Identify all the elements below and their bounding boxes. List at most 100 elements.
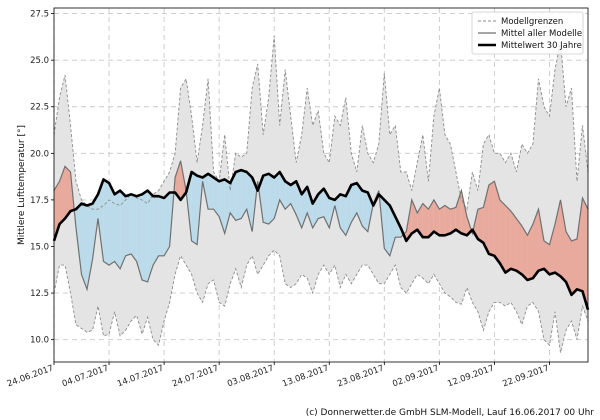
warm-anomaly-fill (582, 198, 588, 310)
y-tick-label: 20.0 (30, 149, 49, 159)
upper-model-bound-line (53, 35, 589, 211)
x-tick-label: 02.09.2017 (391, 363, 440, 389)
warm-anomaly-fill (433, 199, 440, 236)
cold-anomaly-fill (109, 183, 115, 266)
warm-anomaly-fill (175, 160, 181, 200)
warm-anomaly-fill (527, 224, 533, 281)
cold-anomaly-fill (246, 171, 253, 232)
x-tick-label: 23.08.2017 (336, 363, 385, 389)
cold-anomaly-fill (224, 179, 231, 234)
cold-anomaly-fill (131, 194, 137, 262)
cold-anomaly-fill (307, 186, 313, 228)
cold-anomaly-fill (285, 181, 291, 210)
warm-anomaly-fill (565, 231, 572, 295)
warm-anomaly-fill (576, 198, 583, 292)
x-tick-label: 03.08.2017 (226, 363, 275, 389)
warm-anomaly-fill (439, 205, 445, 236)
warm-anomaly-fill (543, 240, 550, 275)
warm-anomaly-fill (411, 199, 418, 234)
cold-anomaly-fill (136, 194, 143, 281)
cold-anomaly-fill (334, 194, 341, 228)
x-tick-label: 13.08.2017 (281, 363, 330, 389)
cold-anomaly-fill (142, 190, 148, 282)
cold-anomaly-fill (81, 203, 88, 290)
cold-anomaly-fill (241, 170, 247, 219)
warm-anomaly-fill (505, 205, 511, 273)
warm-anomaly-fill (422, 203, 429, 238)
cold-anomaly-fill (208, 173, 214, 210)
credit-text: (c) Donnerwetter.de GmbH SLM-Modell, Lau… (305, 408, 594, 418)
x-axis: 24.06.2017 04.07.2017 14.07.2017 24.07.2017… (6, 362, 550, 389)
cold-anomaly-fill (120, 190, 126, 269)
warm-anomaly-fill (417, 203, 423, 238)
cold-anomaly-fill (103, 179, 110, 266)
cold-anomaly-fill (384, 199, 390, 256)
y-tick-label: 25.0 (30, 56, 49, 66)
warm-anomaly-fill (450, 207, 456, 234)
warm-anomaly-fill (65, 166, 71, 219)
y-axis: 10.0 12.5 15.0 17.5 20.0 22.5 25.0 27.5 (30, 10, 54, 346)
ensemble-mean-line (53, 160, 589, 292)
y-axis-label: Mittlere Lufttemperatur [°] (17, 125, 27, 245)
x-tick-label: 04.07.2017 (61, 363, 110, 389)
cold-anomaly-fill (340, 194, 346, 236)
warm-anomaly-fill (499, 199, 506, 273)
warm-anomaly-fill (571, 239, 577, 295)
warm-anomaly-fill (428, 199, 434, 238)
cold-anomaly-fill (362, 190, 368, 232)
warm-anomaly-fill (510, 211, 517, 271)
cold-anomaly-fill (290, 181, 297, 215)
warm-anomaly-fill (521, 225, 528, 281)
cold-anomaly-fill (164, 192, 170, 256)
x-tick-label: 24.06.2017 (6, 363, 55, 389)
cold-anomaly-fill (351, 183, 357, 223)
y-tick-label: 12.5 (30, 289, 49, 299)
cold-anomaly-fill (301, 186, 308, 228)
data-lines (52, 35, 590, 353)
lower-model-bound-line (53, 249, 589, 353)
cold-anomaly-fill (114, 190, 121, 269)
cold-anomaly-fill (268, 173, 275, 225)
warm-anomaly-fill (494, 181, 500, 264)
cold-anomaly-fill (125, 194, 132, 256)
cold-anomaly-fill (158, 196, 165, 256)
y-tick-label: 10.0 (30, 336, 49, 346)
cold-anomaly-fill (98, 179, 104, 262)
cold-anomaly-fill (345, 185, 352, 236)
x-tick-label: 12.09.2017 (446, 363, 495, 389)
y-tick-label: 27.5 (30, 10, 49, 20)
x-tick-label: 22.09.2017 (501, 363, 550, 389)
legend-label-climate-mean: Mittelwert 30 Jahre (501, 41, 582, 51)
x-tick-label: 14.07.2017 (116, 363, 165, 389)
legend-label-ensemble-mean: Mittel aller Modelle (501, 29, 582, 39)
cold-anomaly-fill (153, 196, 159, 266)
warm-anomaly-fill (477, 207, 484, 243)
cold-anomaly-fill (191, 171, 198, 245)
warm-anomaly-fill (516, 218, 522, 275)
plot-frame (53, 7, 589, 363)
warm-anomaly-fill (538, 209, 544, 271)
cold-anomaly-fill (274, 171, 280, 219)
cold-anomaly-fill (76, 203, 82, 275)
y-tick-label: 17.5 (30, 196, 49, 206)
cold-anomaly-fill (213, 177, 220, 217)
warm-anomaly-fill (455, 190, 462, 234)
cold-anomaly-fill (147, 190, 154, 282)
cold-anomaly-fill (318, 188, 324, 219)
cold-anomaly-fill (235, 170, 242, 221)
warm-anomaly-fill (560, 199, 566, 282)
y-tick-label: 22.5 (30, 103, 49, 113)
warm-anomaly-fill (444, 205, 451, 236)
warm-anomaly-fill (59, 166, 66, 225)
warm-anomaly-fill (532, 209, 539, 279)
cold-anomaly-fill (92, 194, 99, 260)
cold-anomaly-fill (263, 173, 269, 225)
legend: Modellgrenzen Mittel aller Modelle Mitte… (471, 11, 584, 55)
climate-mean-line (52, 168, 590, 311)
warm-anomaly-fill (488, 181, 495, 256)
legend-label-model-bounds: Modellgrenzen (501, 17, 563, 27)
y-tick-label: 15.0 (30, 242, 49, 252)
x-tick-label: 24.07.2017 (171, 363, 220, 389)
warm-anomaly-fill (549, 224, 555, 275)
